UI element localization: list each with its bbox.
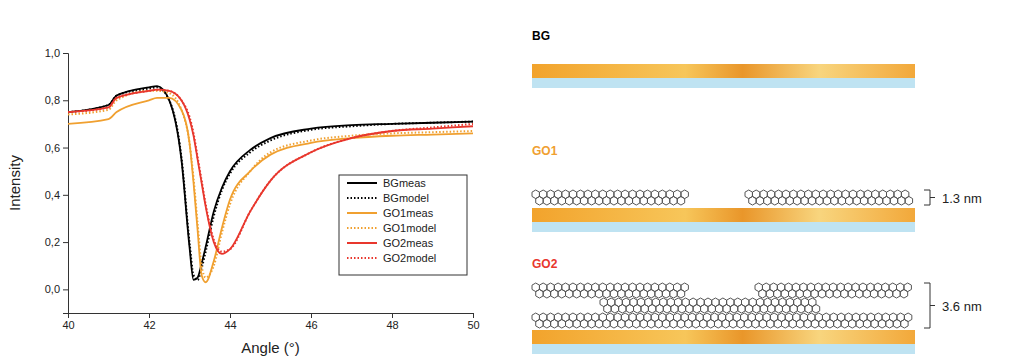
- legend-swatch: [347, 197, 377, 199]
- y-tick-label: 0,8: [45, 94, 60, 106]
- x-tick: 44: [224, 313, 236, 331]
- y-tick-mark: [63, 53, 68, 54]
- lines: [68, 86, 473, 282]
- y-tick: 0,6: [45, 142, 68, 154]
- y-tick: 0,0: [45, 283, 68, 295]
- y-tick-mark: [63, 100, 68, 101]
- diagram-panel: BG: [532, 29, 915, 88]
- y-tick-mark: [63, 242, 68, 243]
- series-line: [68, 90, 473, 252]
- legend-label: GO2meas: [383, 237, 434, 249]
- y-tick-mark: [63, 195, 68, 196]
- x-tick-mark: [392, 313, 393, 318]
- legend-label: BGmodel: [383, 192, 429, 204]
- gold-film: [532, 64, 915, 78]
- x-tick-mark: [149, 313, 150, 318]
- series-line: [68, 98, 473, 282]
- graphene-layer: [532, 190, 688, 205]
- y-tick: 0,2: [45, 236, 68, 248]
- x-tick-label: 48: [386, 319, 398, 331]
- gold-film: [532, 330, 915, 344]
- y-axis-title: Intensity: [6, 155, 23, 211]
- series-line: [68, 86, 473, 280]
- thickness-bracket: [924, 190, 935, 205]
- x-tick-mark: [311, 313, 312, 318]
- x-axis: 40 42 44 46 48 50: [62, 313, 479, 331]
- y-tick-mark: [63, 289, 68, 290]
- x-axis-title: Angle (°): [241, 339, 300, 356]
- x-tick-label: 40: [62, 319, 74, 331]
- panel-label: BG: [532, 29, 550, 43]
- graphene-layer: [532, 283, 688, 298]
- x-tick: 42: [143, 313, 155, 331]
- substrate: [532, 344, 915, 354]
- legend-swatch: [347, 227, 377, 229]
- x-tick-mark: [230, 313, 231, 318]
- legend-label: GO1meas: [383, 207, 434, 219]
- substrate: [532, 78, 915, 88]
- series-line: [68, 91, 473, 278]
- graphene-layer: [532, 313, 912, 328]
- series-line: [68, 87, 473, 280]
- y-axis-line: [63, 54, 69, 314]
- legend-swatch: [347, 182, 377, 184]
- gold-film: [532, 208, 915, 222]
- y-tick-label: 0,2: [45, 236, 60, 248]
- legend-label: GO2model: [383, 252, 436, 264]
- legend-box: [339, 175, 467, 275]
- graphene-layer: [600, 298, 820, 313]
- x-tick-label: 50: [467, 319, 479, 331]
- y-tick: 0,4: [45, 189, 68, 201]
- legend-label: GO1model: [383, 222, 436, 234]
- x-tick: 50: [467, 313, 479, 331]
- thickness-label: 3.6 nm: [942, 299, 982, 314]
- legend-swatch: [347, 257, 377, 259]
- legend-swatch: [347, 212, 377, 214]
- panel-label: GO1: [532, 144, 558, 158]
- legend-label: BGmeas: [383, 177, 426, 189]
- figure: 40 42 44 46 48 50 0,0 0,2 0,4 0,6 0,8 1,0 Angle (°) I…: [0, 0, 1016, 363]
- graphene-layer: [745, 190, 913, 205]
- y-tick-label: 1,0: [45, 47, 60, 59]
- graphene-layer: [755, 283, 911, 298]
- substrate: [532, 222, 915, 232]
- x-tick: 48: [386, 313, 398, 331]
- x-tick: 40: [62, 313, 74, 331]
- x-tick-mark: [473, 313, 474, 318]
- y-axis: 0,0 0,2 0,4 0,6 0,8 1,0: [45, 47, 69, 313]
- diagram-panel: GO1 1.3 nm: [532, 144, 982, 232]
- thickness-label: 1.3 nm: [942, 191, 982, 206]
- panel-label: GO2: [532, 257, 558, 271]
- series-line: [68, 90, 473, 254]
- diagram-panel: GO2 3.6 nm: [532, 257, 982, 354]
- thickness-bracket: [924, 283, 935, 328]
- x-tick-label: 46: [305, 319, 317, 331]
- y-tick-mark: [63, 148, 68, 149]
- y-tick-label: 0,4: [45, 189, 60, 201]
- y-tick-label: 0,6: [45, 142, 60, 154]
- y-tick: 0,8: [45, 94, 68, 106]
- y-tick-label: 0,0: [45, 283, 60, 295]
- legend: BGmeas BGmodel GO1meas GO1model GO2meas GO2mo…: [339, 175, 467, 275]
- x-tick: 46: [305, 313, 317, 331]
- x-axis-line: [69, 314, 474, 319]
- y-tick: 1,0: [45, 47, 68, 59]
- x-tick-label: 42: [143, 319, 155, 331]
- legend-swatch: [347, 242, 377, 244]
- x-tick-label: 44: [224, 319, 236, 331]
